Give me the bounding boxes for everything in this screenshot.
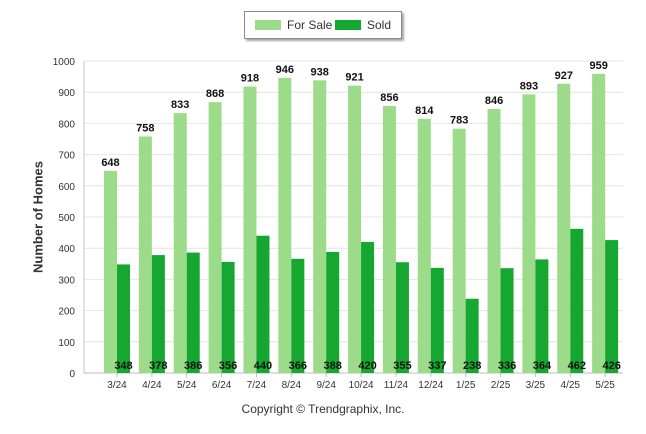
- bar-for-sale: [557, 83, 571, 373]
- bar-for-sale: [313, 80, 327, 374]
- x-tick-label: 10/24: [349, 380, 374, 391]
- bar-for-sale: [278, 77, 292, 374]
- bar-for-sale: [138, 136, 152, 373]
- data-label-for-sale: 938: [311, 66, 329, 78]
- bar-for-sale: [417, 119, 431, 373]
- x-tick-label: 4/25: [561, 380, 581, 391]
- data-label-for-sale: 846: [485, 95, 503, 107]
- y-tick-label: 100: [58, 338, 75, 349]
- data-label-for-sale: 959: [589, 60, 607, 72]
- data-label-sold: 420: [358, 360, 376, 372]
- bar-sold: [186, 252, 200, 373]
- data-label-sold: 337: [428, 360, 446, 372]
- legend-swatch-for-sale: [255, 20, 281, 30]
- x-tick-label: 1/25: [456, 380, 476, 391]
- data-label-sold: 462: [568, 360, 586, 372]
- y-tick-label: 1000: [53, 57, 76, 68]
- x-tick-label: 5/24: [177, 380, 197, 391]
- y-tick-label: 600: [58, 182, 75, 193]
- y-tick-label: 400: [58, 244, 75, 255]
- data-label-sold: 238: [463, 360, 481, 372]
- x-tick-label: 6/24: [212, 380, 232, 391]
- bar-sold: [291, 258, 305, 373]
- y-tick-label: 900: [58, 88, 75, 99]
- bar-for-sale: [382, 105, 396, 373]
- bar-sold: [430, 267, 444, 373]
- data-label-sold: 348: [114, 360, 132, 372]
- data-label-sold: 355: [393, 360, 411, 372]
- y-tick-label: 500: [58, 213, 75, 224]
- data-label-sold: 378: [149, 360, 167, 372]
- bar-for-sale: [592, 73, 606, 374]
- bar-sold: [465, 298, 479, 373]
- data-label-sold: 440: [254, 360, 272, 372]
- data-label-for-sale: 946: [276, 64, 294, 76]
- bar-sold: [326, 251, 340, 373]
- legend-item-for-sale[interactable]: For Sale: [255, 18, 332, 32]
- y-tick-label: 300: [58, 275, 75, 286]
- data-label-for-sale: 856: [380, 92, 398, 104]
- bar-sold: [117, 264, 130, 373]
- data-label-for-sale: 918: [241, 73, 259, 85]
- bar-sold: [605, 240, 619, 373]
- x-tick-label: 12/24: [418, 380, 443, 391]
- x-tick-label: 9/24: [316, 380, 336, 391]
- y-tick-label: 0: [69, 369, 75, 380]
- x-tick-label: 8/24: [282, 380, 302, 391]
- bar-for-sale: [348, 85, 362, 373]
- y-tick-label: 800: [58, 119, 75, 130]
- data-label-sold: 336: [498, 360, 516, 372]
- data-label-for-sale: 921: [345, 72, 363, 84]
- legend: For Sale Sold: [244, 11, 402, 39]
- data-label-for-sale: 758: [136, 123, 154, 135]
- x-tick-label: 3/25: [526, 380, 546, 391]
- data-label-for-sale: 868: [206, 88, 224, 100]
- bar-sold: [570, 228, 584, 373]
- bar-for-sale: [208, 102, 222, 374]
- x-tick-label: 4/24: [142, 380, 162, 391]
- legend-label-sold: Sold: [367, 18, 392, 32]
- bar-for-sale: [243, 86, 257, 374]
- legend-label-for-sale: For Sale: [287, 18, 333, 32]
- x-tick-label: 11/24: [384, 380, 409, 391]
- bar-sold: [361, 241, 375, 373]
- data-label-sold: 366: [289, 360, 307, 372]
- data-label-for-sale: 814: [415, 105, 434, 117]
- data-label-for-sale: 833: [171, 99, 189, 111]
- data-label-for-sale: 783: [450, 115, 468, 127]
- bar-sold: [256, 235, 270, 373]
- data-label-sold: 386: [184, 360, 202, 372]
- data-label-sold: 426: [602, 360, 620, 372]
- legend-swatch-sold: [335, 20, 361, 30]
- bar-sold: [395, 262, 409, 373]
- data-label-sold: 356: [219, 360, 237, 372]
- bar-for-sale: [104, 170, 117, 373]
- bar-for-sale: [173, 113, 187, 373]
- copyright-text: Copyright © Trendgraphix, Inc.: [241, 402, 405, 416]
- data-label-sold: 388: [324, 360, 342, 372]
- bar-sold: [151, 255, 165, 373]
- bar-sold: [535, 259, 549, 373]
- bar-for-sale: [452, 128, 466, 373]
- legend-item-sold[interactable]: Sold: [335, 18, 391, 32]
- data-label-for-sale: 648: [101, 157, 119, 169]
- bar-sold: [500, 268, 514, 373]
- bar-sold: [221, 261, 235, 373]
- y-axis-title: Number of Homes: [30, 161, 46, 273]
- x-tick-label: 2/25: [491, 380, 511, 391]
- data-label-for-sale: 893: [520, 80, 538, 92]
- data-label-sold: 364: [533, 360, 552, 372]
- data-label-for-sale: 927: [555, 70, 573, 82]
- x-tick-label: 3/24: [107, 380, 127, 391]
- y-tick-label: 700: [58, 151, 75, 162]
- x-tick-label: 5/25: [595, 380, 615, 391]
- y-tick-label: 200: [58, 307, 75, 318]
- x-tick-label: 7/24: [247, 380, 267, 391]
- bar-for-sale: [522, 94, 536, 373]
- bar-for-sale: [487, 109, 501, 373]
